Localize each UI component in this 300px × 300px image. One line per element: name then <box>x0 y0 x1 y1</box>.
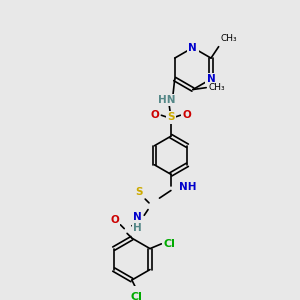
Text: CH₃: CH₃ <box>208 83 225 92</box>
Text: N: N <box>207 74 215 84</box>
Text: HN: HN <box>158 95 176 105</box>
Text: S: S <box>167 112 175 122</box>
Text: O: O <box>110 215 119 225</box>
Text: S: S <box>135 188 142 197</box>
Text: Cl: Cl <box>163 239 175 249</box>
Text: O: O <box>183 110 191 120</box>
Text: H: H <box>133 223 142 233</box>
Text: CH₃: CH₃ <box>220 34 237 43</box>
Text: Cl: Cl <box>131 292 142 300</box>
Text: O: O <box>150 110 159 120</box>
Text: N: N <box>188 43 197 52</box>
Text: NH: NH <box>178 182 196 192</box>
Text: N: N <box>133 212 142 222</box>
